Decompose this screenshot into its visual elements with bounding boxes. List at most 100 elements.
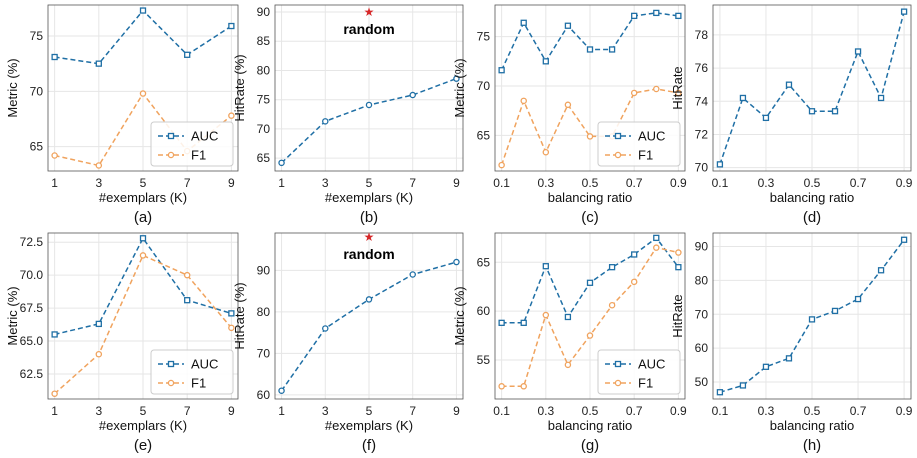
x-tick-label: 1 xyxy=(51,404,58,418)
data-point xyxy=(228,310,235,317)
y-axis-label: HitRate (%) xyxy=(232,282,247,349)
series-line-auc xyxy=(54,236,232,336)
x-tick-label: 0.9 xyxy=(896,404,913,418)
x-tick-label: 0.5 xyxy=(804,404,821,418)
x-tick-label: 7 xyxy=(409,404,416,418)
y-tick-label: 72 xyxy=(695,127,709,141)
data-point xyxy=(139,252,147,259)
legend-marker xyxy=(614,151,622,159)
plot-frame xyxy=(47,232,239,400)
plot-frame xyxy=(494,4,686,172)
y-tick-label: 67.5 xyxy=(20,301,44,315)
x-tick-label: 0.7 xyxy=(850,404,867,418)
y-tick-label: 72.5 xyxy=(20,235,44,249)
data-point xyxy=(322,325,329,332)
data-point xyxy=(762,363,770,370)
plot-frame xyxy=(712,4,912,172)
data-point xyxy=(95,162,103,169)
y-tick-label: 90 xyxy=(257,5,271,19)
data-point xyxy=(51,331,58,338)
data-point xyxy=(564,313,572,321)
chart-panel-d: 70 72 74 76 78 0.1 0.3 0.5 0.7 0.9 balancing ratio… xyxy=(670,4,913,226)
x-tick-label: 0.3 xyxy=(758,176,775,190)
data-point xyxy=(278,387,285,394)
star-marker: ★ xyxy=(364,230,375,244)
series-line-f1 xyxy=(500,88,679,166)
data-point xyxy=(139,90,147,97)
y-tick-label: 70 xyxy=(695,307,709,321)
data-point xyxy=(95,350,103,358)
random-annotation: random xyxy=(343,246,394,262)
data-point xyxy=(520,383,527,390)
y-tick-label: 90 xyxy=(695,240,709,254)
panel-caption: (f) xyxy=(362,437,376,454)
x-tick-label: 7 xyxy=(409,176,416,190)
data-point xyxy=(51,53,58,61)
data-point xyxy=(498,161,505,169)
data-point xyxy=(831,108,839,115)
data-point xyxy=(653,244,660,251)
x-axis-label: balancing ratio xyxy=(770,190,855,205)
panel-caption: (g) xyxy=(581,437,599,454)
legend-marker xyxy=(614,132,622,140)
data-point xyxy=(139,7,147,14)
data-point xyxy=(228,324,235,332)
x-tick-label: 3 xyxy=(322,404,329,418)
data-point xyxy=(716,389,724,396)
data-point xyxy=(51,152,58,159)
chart-panel-h: 50 60 70 80 90 0.1 0.3 0.5 0.7 0.9 balancing ratio… xyxy=(670,232,913,454)
y-tick-label: 70.0 xyxy=(20,268,44,282)
x-tick-label: 9 xyxy=(453,404,460,418)
x-tick-label: 3 xyxy=(322,176,329,190)
data-point xyxy=(808,316,816,323)
data-point xyxy=(184,51,191,58)
y-axis-label: Metric (%) xyxy=(452,58,467,117)
data-point xyxy=(675,264,682,271)
x-tick-label: 0.7 xyxy=(626,404,643,418)
panel-caption: (d) xyxy=(803,209,821,226)
data-point xyxy=(854,48,862,55)
data-point xyxy=(631,12,638,20)
data-point xyxy=(586,46,594,53)
x-tick-label: 5 xyxy=(140,176,147,190)
data-point xyxy=(630,278,638,286)
x-tick-label: 0.1 xyxy=(712,176,729,190)
chart-panel-e: 62.5 65.0 67.5 70.0 72.5 1 3 5 7 9 #exemplars (K) M… xyxy=(5,232,239,454)
y-axis-label: Metric (%) xyxy=(5,58,20,117)
data-point xyxy=(278,159,285,167)
data-point xyxy=(608,264,616,271)
data-point xyxy=(631,251,638,258)
data-point xyxy=(586,279,594,286)
data-point xyxy=(184,297,191,304)
y-tick-label: 70 xyxy=(257,346,271,360)
legend-label: AUC xyxy=(191,357,218,372)
x-tick-label: 0.9 xyxy=(896,176,913,190)
data-point xyxy=(653,9,660,17)
data-point xyxy=(630,89,638,97)
x-tick-label: 1 xyxy=(51,176,58,190)
data-point xyxy=(520,97,527,105)
data-point xyxy=(228,22,235,30)
legend-marker xyxy=(167,151,175,159)
x-axis-label: #exemplars (K) xyxy=(99,418,187,433)
x-tick-label: 9 xyxy=(228,404,235,418)
x-tick-label: 0.5 xyxy=(804,176,821,190)
data-point xyxy=(785,81,793,88)
chart-panel-b: 65 70 75 80 85 90 1 3 5 7 9 #exemplars (K) HitRate (… xyxy=(232,4,464,226)
data-point xyxy=(542,311,550,319)
chart-panel-a: 65 70 75 1 3 5 7 9 #exemplars (K) Metric (%) (a) AU… xyxy=(5,4,239,226)
data-point xyxy=(453,75,460,82)
x-tick-label: 3 xyxy=(95,404,102,418)
legend-marker xyxy=(167,379,175,387)
data-point xyxy=(608,46,616,53)
x-tick-label: 7 xyxy=(184,176,191,190)
y-tick-label: 65 xyxy=(477,255,491,269)
data-point xyxy=(854,295,862,303)
data-point xyxy=(653,234,660,242)
data-point xyxy=(608,302,616,309)
y-tick-label: 75 xyxy=(477,30,491,44)
y-tick-label: 65 xyxy=(257,151,271,165)
x-tick-label: 5 xyxy=(366,176,373,190)
x-axis-label: #exemplars (K) xyxy=(325,418,413,433)
data-point xyxy=(808,108,816,115)
